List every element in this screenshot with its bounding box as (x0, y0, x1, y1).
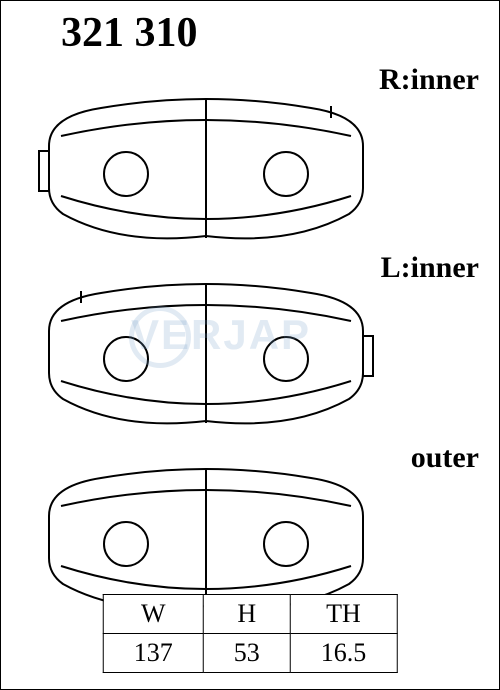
label-outer: outer (411, 441, 479, 475)
diagram-frame: 321 310 R:inner L:inner outer (0, 0, 500, 690)
cell-w: 137 (103, 634, 203, 673)
cell-h: 53 (203, 634, 290, 673)
table-row: 137 53 16.5 (103, 634, 397, 673)
col-header-w: W (103, 595, 203, 634)
label-l-inner: L:inner (381, 251, 479, 285)
col-header-th: TH (290, 595, 397, 634)
brake-pad-r-inner (31, 96, 381, 246)
spec-table: W H TH 137 53 16.5 (103, 594, 398, 673)
col-header-h: H (203, 595, 290, 634)
brake-pad-l-inner (31, 281, 381, 431)
cell-th: 16.5 (290, 634, 397, 673)
label-r-inner: R:inner (379, 63, 479, 97)
part-number: 321 310 (61, 9, 198, 57)
table-row: W H TH (103, 595, 397, 634)
